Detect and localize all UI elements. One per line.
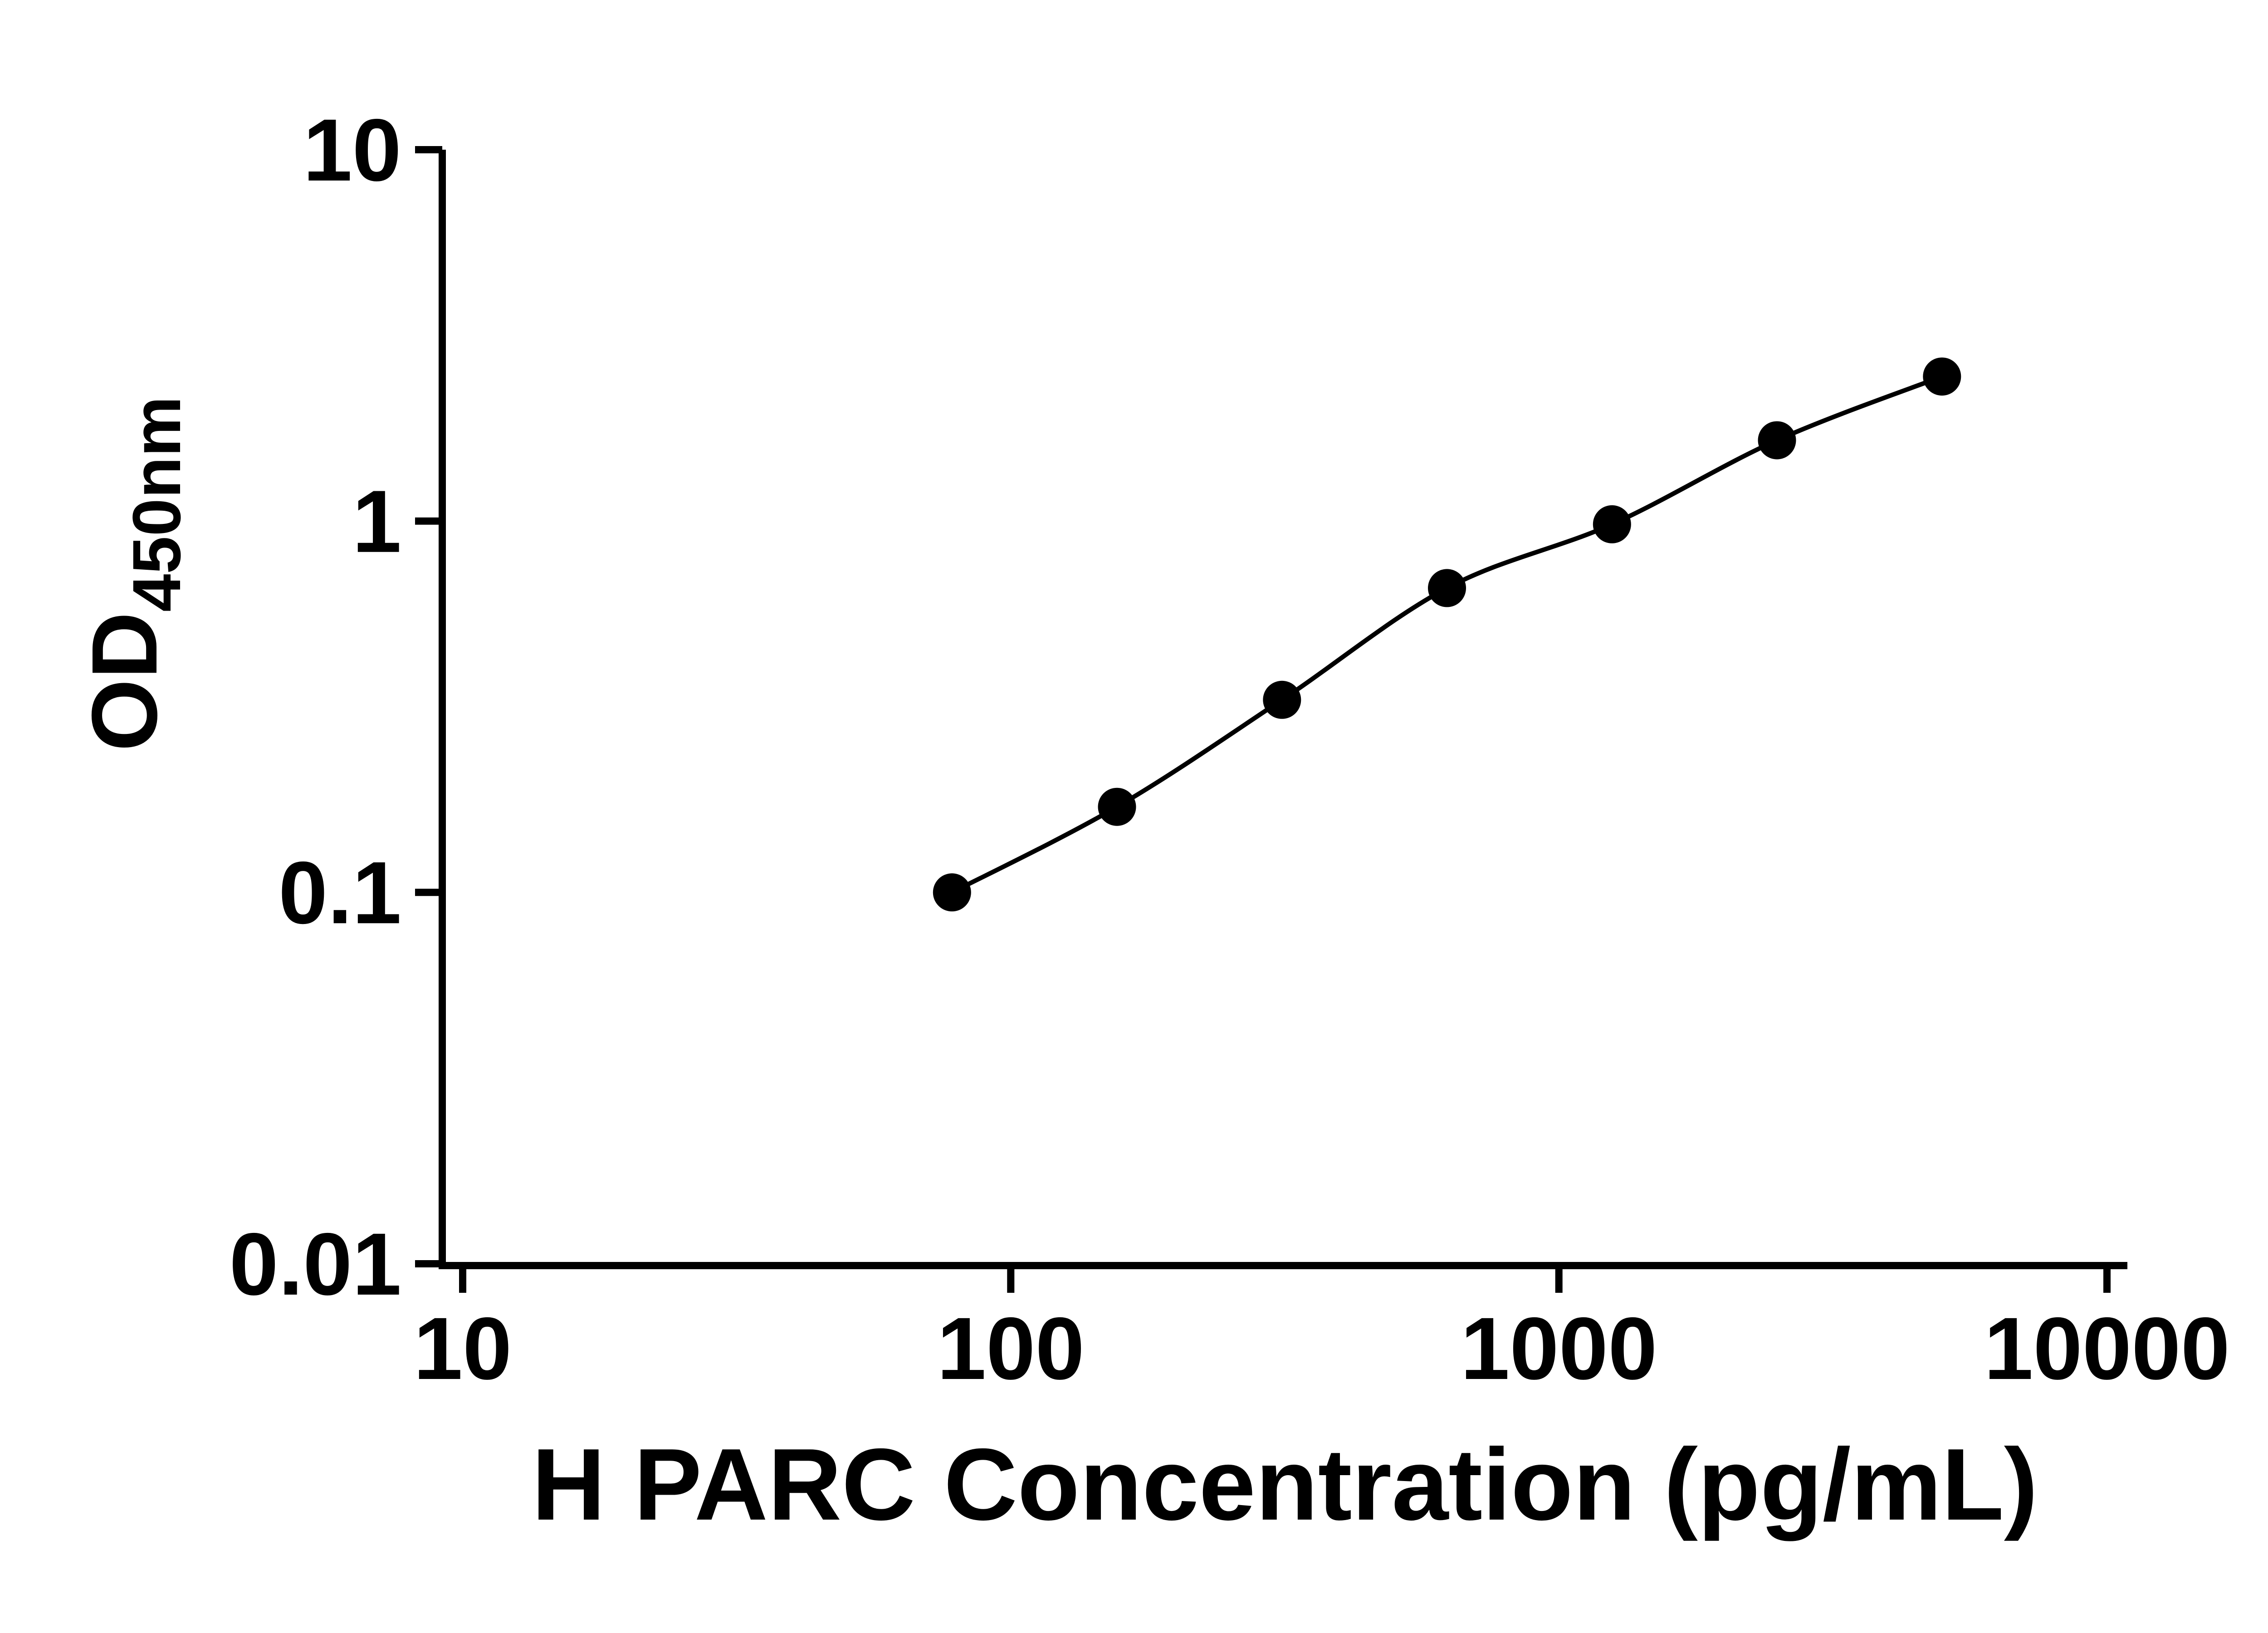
data-point [1263, 680, 1301, 719]
data-point [1923, 357, 1961, 396]
x-tick-label: 10000 [1984, 1299, 2230, 1398]
data-point [1593, 505, 1631, 543]
y-tick-label: 10 [303, 101, 401, 200]
x-tick-label: 1000 [1461, 1299, 1657, 1398]
x-axis-title: H PARC Concentration (pg/mL) [532, 1427, 2038, 1541]
y-tick-label: 0.01 [229, 1215, 401, 1314]
data-point [933, 873, 971, 912]
x-tick-label: 100 [937, 1299, 1085, 1398]
y-tick-label: 0.1 [279, 843, 401, 942]
data-point [1758, 421, 1796, 460]
y-axis-title-main: OD [73, 611, 176, 752]
y-axis-title: OD450nm [73, 396, 195, 752]
y-tick-label: 1 [352, 472, 401, 571]
data-point [1428, 569, 1466, 607]
y-axis-title-subscript: 450nm [118, 396, 195, 612]
data-point [1098, 787, 1136, 826]
x-tick-label: 10 [414, 1299, 512, 1398]
